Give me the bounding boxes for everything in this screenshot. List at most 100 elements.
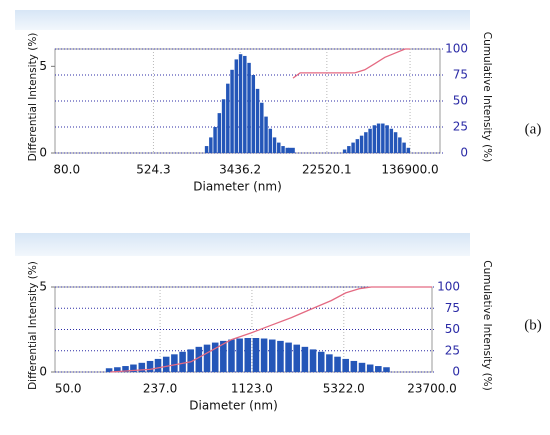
bar <box>381 123 385 153</box>
y2-tick-label: 0 <box>460 146 468 160</box>
bar <box>260 102 264 153</box>
bar <box>406 147 411 153</box>
x-tick-label: 524.3 <box>136 163 170 177</box>
y2-tick-label: 75 <box>453 68 468 82</box>
bar <box>268 339 276 372</box>
bar <box>236 338 243 372</box>
y2-tick-label: 50 <box>453 94 468 108</box>
y2-tick-label: 75 <box>445 301 460 315</box>
bar <box>301 346 309 372</box>
bar <box>317 351 325 372</box>
bar <box>372 125 377 153</box>
y-tick-label: 5 <box>39 280 47 294</box>
x-tick-label: 3436.2 <box>219 163 261 177</box>
bar <box>238 54 243 154</box>
bar <box>255 88 260 153</box>
bar <box>288 147 295 153</box>
plot-area <box>54 286 433 373</box>
bar <box>347 146 351 153</box>
bar <box>220 340 227 372</box>
y-tick-label: 5 <box>39 59 47 73</box>
panel-label: (a) <box>525 121 542 137</box>
x-tick-label: 1123.0 <box>231 382 273 396</box>
bar <box>209 137 213 153</box>
bar <box>247 62 251 153</box>
bar <box>277 340 284 372</box>
bar <box>342 358 349 372</box>
x-tick-label: 22520.1 <box>302 163 352 177</box>
bar <box>154 358 162 372</box>
bar <box>368 128 372 153</box>
bar <box>228 339 235 372</box>
bar <box>130 364 137 372</box>
bar <box>375 366 382 372</box>
bar <box>204 146 209 153</box>
header-band <box>15 10 470 30</box>
bar <box>171 354 178 372</box>
y-axis-title: Differential Intensity (%) <box>27 33 39 162</box>
bar <box>138 362 146 372</box>
y-tick-label: 0 <box>39 365 47 379</box>
bar <box>162 356 170 372</box>
bar <box>230 69 234 153</box>
bar <box>293 344 301 372</box>
y2-tick-label: 25 <box>453 120 468 134</box>
bar <box>383 367 390 372</box>
y2-tick-label: 50 <box>445 322 460 336</box>
bar <box>376 123 381 153</box>
y-axis-title: Differential Intensity (%) <box>27 261 39 390</box>
bar <box>277 142 281 153</box>
x-tick-label: 80.0 <box>53 163 80 177</box>
bar <box>364 132 368 153</box>
x-tick-label: 23700.0 <box>407 382 457 396</box>
bar <box>309 349 317 372</box>
x-tick-label: 5322.0 <box>323 382 365 396</box>
bar <box>281 146 285 153</box>
cumulative-line <box>292 48 411 79</box>
y2-tick-label: 100 <box>437 280 460 294</box>
panel-label: (b) <box>524 317 542 333</box>
bar <box>114 367 121 372</box>
bar <box>398 137 402 153</box>
bar <box>326 354 333 372</box>
bar <box>402 142 406 153</box>
bar <box>203 344 211 372</box>
bar <box>342 149 347 153</box>
bar <box>234 59 239 153</box>
bar <box>359 135 364 153</box>
bar <box>264 116 268 153</box>
bar <box>221 99 226 153</box>
y2-tick-label: 25 <box>445 343 460 357</box>
x-tick-label: 136900.0 <box>381 163 438 177</box>
bar <box>187 349 194 372</box>
bar <box>213 127 217 153</box>
bar <box>251 75 256 153</box>
x-tick-label: 50.0 <box>55 382 82 396</box>
bar <box>179 351 186 372</box>
bar <box>285 147 290 153</box>
y2-axis-title: Cumulative Intensity (%) <box>481 32 493 162</box>
bar <box>122 366 129 372</box>
bar <box>285 342 292 372</box>
bar <box>226 83 230 153</box>
y-tick-label: 0 <box>39 146 47 160</box>
y2-tick-label: 100 <box>445 42 468 56</box>
x-tick-label: 237.0 <box>143 382 177 396</box>
bar <box>385 125 389 153</box>
bar <box>243 55 247 153</box>
bar <box>260 338 268 372</box>
bar <box>351 142 355 153</box>
bar <box>350 360 358 372</box>
bar <box>244 338 252 372</box>
bar <box>195 346 203 372</box>
bar <box>146 360 154 372</box>
bar <box>211 342 219 372</box>
bar <box>389 128 394 153</box>
bar <box>252 338 260 372</box>
bar <box>268 128 273 153</box>
bar <box>358 362 366 372</box>
bar <box>393 132 398 153</box>
bar <box>105 368 113 372</box>
bar <box>334 356 341 372</box>
